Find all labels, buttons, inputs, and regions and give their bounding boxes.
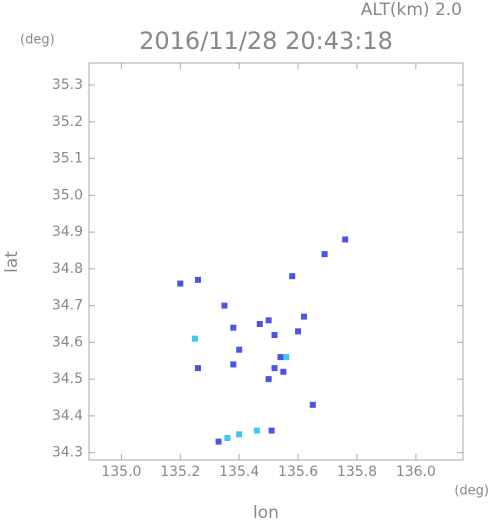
echo-point — [321, 251, 328, 258]
echo-point — [177, 280, 184, 287]
echo-point — [236, 346, 243, 353]
echo-point — [265, 376, 272, 383]
echo-point — [194, 365, 201, 372]
y-tick-label: 34.6 — [52, 334, 83, 350]
x-tick-label: 135.0 — [101, 464, 141, 480]
y-tick-label: 34.3 — [52, 445, 83, 461]
y-axis-label: lat — [2, 251, 22, 273]
echo-point — [265, 317, 272, 324]
echo-point — [271, 332, 278, 339]
echo-point — [230, 324, 237, 331]
echo-point — [280, 368, 287, 375]
x-tick-label: 135.8 — [337, 464, 377, 480]
echo-point — [224, 434, 231, 441]
x-tick-label: 135.2 — [160, 464, 200, 480]
y-tick-label: 34.5 — [52, 371, 83, 387]
echo-point — [221, 302, 228, 309]
x-axis-label: lon — [253, 503, 279, 521]
x-tick-label: 135.6 — [278, 464, 318, 480]
echo-point — [283, 354, 290, 361]
echo-point — [268, 427, 275, 434]
echo-point — [253, 427, 260, 434]
echo-point — [271, 365, 278, 372]
y-tick-label: 34.4 — [52, 408, 83, 424]
x-tick-label: 135.4 — [219, 464, 259, 480]
echo-point — [194, 276, 201, 283]
echo-point — [309, 401, 316, 408]
y-tick-label: 35.2 — [52, 114, 83, 130]
y-tick-label: 35.3 — [52, 77, 83, 93]
echo-point — [342, 236, 349, 243]
echo-point — [230, 361, 237, 368]
echo-point — [236, 431, 243, 438]
echo-point — [289, 273, 296, 280]
y-tick-label: 34.7 — [52, 298, 83, 314]
altitude: ALT(km) 2.0 — [361, 0, 462, 20]
echo-point — [215, 438, 222, 445]
y-tick-label: 34.8 — [52, 261, 83, 277]
chart-title: 2016/11/28 20:43:18 — [139, 27, 393, 55]
y-unit: (deg) — [20, 33, 55, 48]
echo-point — [300, 313, 307, 320]
x-tick-label: 136.0 — [396, 464, 436, 480]
echo-point — [277, 354, 284, 361]
y-tick-label: 35.1 — [52, 151, 83, 167]
y-tick-label: 34.9 — [52, 224, 83, 240]
plot-frame — [88, 62, 464, 461]
echo-point — [192, 335, 199, 342]
echo-point — [256, 320, 263, 327]
x-unit: (deg) — [454, 484, 489, 499]
y-tick-label: 35.0 — [52, 187, 83, 203]
echo-point — [295, 328, 302, 335]
